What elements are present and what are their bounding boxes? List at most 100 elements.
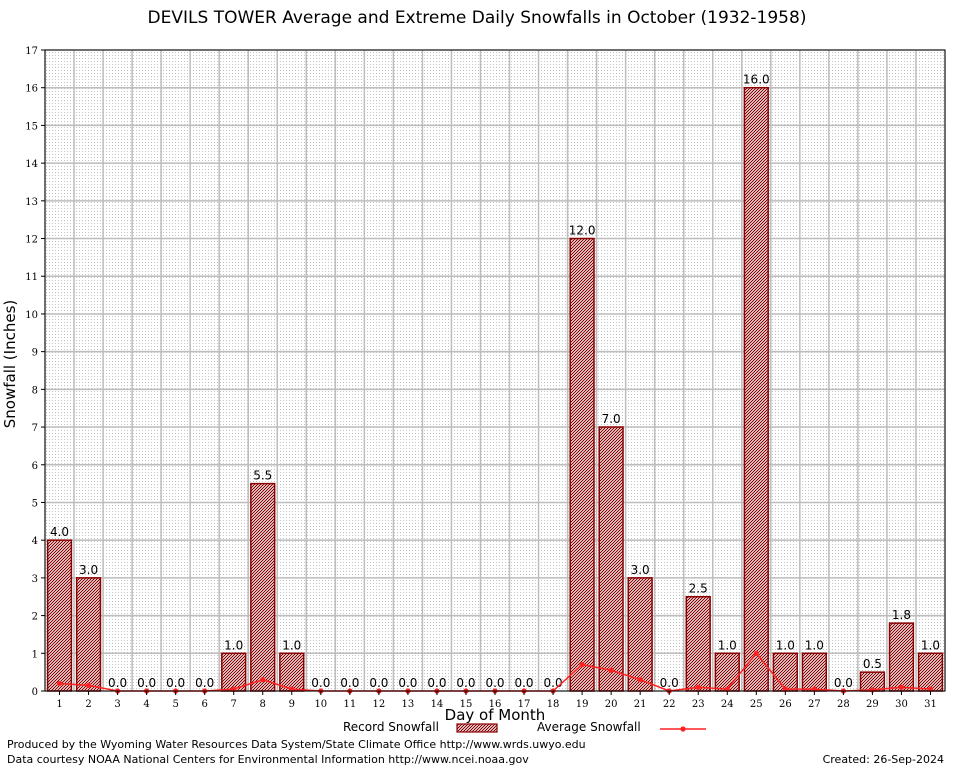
x-tick-label: 27 bbox=[808, 699, 821, 710]
bar-value-label: 2.5 bbox=[689, 582, 708, 596]
y-tick-label: 7 bbox=[32, 423, 38, 434]
bar-value-label: 0.5 bbox=[863, 657, 882, 671]
x-tick-label: 30 bbox=[895, 699, 908, 710]
bar-value-label: 1.0 bbox=[224, 638, 243, 652]
record-bar bbox=[279, 652, 305, 692]
bar-value-label: 0.0 bbox=[544, 676, 563, 690]
bar-value-label: 1.0 bbox=[776, 638, 795, 652]
record-bar bbox=[917, 652, 944, 692]
record-bar bbox=[46, 539, 73, 692]
x-tick-label: 4 bbox=[143, 699, 149, 710]
record-bar bbox=[714, 652, 740, 692]
bar-value-label: 0.0 bbox=[137, 676, 156, 690]
bar-value-label: 1.0 bbox=[805, 638, 824, 652]
x-tick-label: 1 bbox=[56, 699, 62, 710]
x-tick-label: 15 bbox=[460, 699, 473, 710]
x-tick-label: 9 bbox=[289, 699, 295, 710]
average-point bbox=[231, 686, 237, 692]
x-tick-label: 23 bbox=[692, 699, 705, 710]
average-point bbox=[811, 686, 817, 692]
record-bar bbox=[685, 595, 711, 692]
bar-value-label: 0.0 bbox=[166, 676, 185, 690]
average-point bbox=[579, 662, 585, 668]
record-bars bbox=[46, 86, 944, 692]
x-tick-label: 13 bbox=[402, 699, 415, 710]
bar-value-label: 0.0 bbox=[369, 676, 388, 690]
average-point bbox=[608, 667, 614, 673]
bar-value-label: 0.0 bbox=[514, 676, 533, 690]
bar-value-label: 12.0 bbox=[569, 224, 596, 238]
x-tick-label: 31 bbox=[924, 699, 937, 710]
footer-courtesy: Data courtesy NOAA National Centers for … bbox=[7, 753, 529, 766]
x-tick-label: 24 bbox=[721, 699, 734, 710]
x-tick-label: 10 bbox=[314, 699, 327, 710]
bar-value-label: 0.0 bbox=[195, 676, 214, 690]
x-tick-label: 21 bbox=[634, 699, 647, 710]
y-tick-label: 5 bbox=[32, 498, 38, 509]
average-point bbox=[695, 684, 701, 690]
y-tick-label: 4 bbox=[32, 536, 38, 547]
y-tick-label: 6 bbox=[32, 461, 38, 472]
average-point bbox=[85, 682, 92, 688]
y-tick-label: 12 bbox=[25, 235, 38, 246]
bar-value-label: 0.0 bbox=[427, 676, 446, 690]
bar-value-label: 1.8 bbox=[892, 608, 911, 622]
y-tick-label: 0 bbox=[32, 687, 38, 698]
x-tick-label: 22 bbox=[663, 699, 676, 710]
record-bar bbox=[250, 482, 276, 692]
x-tick-label: 5 bbox=[172, 699, 178, 710]
y-tick-label: 2 bbox=[32, 612, 38, 623]
y-tick-label: 14 bbox=[25, 159, 38, 170]
average-point bbox=[56, 680, 63, 687]
y-tick-label: 11 bbox=[25, 272, 38, 283]
gridlines bbox=[44, 49, 946, 692]
average-point bbox=[753, 650, 759, 656]
x-tick-label: 25 bbox=[750, 699, 763, 710]
bar-value-label: 0.0 bbox=[485, 676, 504, 690]
x-tick-label: 26 bbox=[779, 699, 792, 710]
bar-value-label: 16.0 bbox=[743, 73, 770, 87]
x-tick-label: 28 bbox=[837, 699, 850, 710]
x-tick-label: 7 bbox=[231, 699, 237, 710]
y-tick-label: 3 bbox=[32, 574, 38, 585]
record-bar bbox=[221, 652, 247, 692]
bar-value-labels: 4.0 3.0 0.0 0.0 0.0 0.0 1.0 5.5 1.0 0.0 0.0 0.0 0.0 0… bbox=[50, 73, 940, 690]
record-bar bbox=[801, 652, 828, 692]
record-bar bbox=[627, 577, 653, 692]
bar-value-label: 0.0 bbox=[340, 676, 359, 690]
plot-area bbox=[45, 50, 945, 691]
legend-record-label: Record Snowfall bbox=[343, 720, 439, 734]
record-bar bbox=[743, 86, 769, 692]
bar-value-label: 3.0 bbox=[631, 563, 650, 577]
record-bar bbox=[888, 622, 915, 692]
y-tick-label: 1 bbox=[32, 649, 38, 660]
y-tick-label: 10 bbox=[25, 310, 38, 321]
x-tick-label: 18 bbox=[547, 699, 560, 710]
footer-producer: Produced by the Wyoming Water Resources … bbox=[7, 738, 586, 751]
average-point bbox=[260, 677, 266, 683]
bar-value-label: 1.0 bbox=[718, 638, 737, 652]
x-tick-label: 3 bbox=[114, 699, 120, 710]
bar-value-label: 0.0 bbox=[834, 676, 853, 690]
chart-title: DEVILS TOWER Average and Extreme Daily S… bbox=[147, 8, 807, 28]
footer-created: Created: 26-Sep-2024 bbox=[822, 753, 944, 766]
average-point bbox=[927, 686, 934, 692]
bar-value-label: 0.0 bbox=[311, 676, 330, 690]
record-bar bbox=[772, 652, 798, 692]
x-tick-label: 6 bbox=[201, 699, 207, 710]
bar-value-label: 5.5 bbox=[253, 469, 272, 483]
bar-value-label: 0.0 bbox=[660, 676, 679, 690]
y-tick-label: 9 bbox=[32, 348, 38, 359]
x-axis-label: Day of Month bbox=[444, 706, 546, 724]
x-tick-label: 20 bbox=[605, 699, 618, 710]
x-tick-label: 19 bbox=[576, 699, 589, 710]
y-tick-label: 13 bbox=[25, 197, 38, 208]
bar-value-label: 0.0 bbox=[456, 676, 475, 690]
legend-record-swatch bbox=[456, 723, 498, 733]
legend-average-label: Average Snowfall bbox=[537, 720, 641, 734]
average-point bbox=[724, 686, 730, 692]
bar-value-label: 1.0 bbox=[921, 638, 940, 652]
y-tick-label: 17 bbox=[25, 46, 38, 57]
